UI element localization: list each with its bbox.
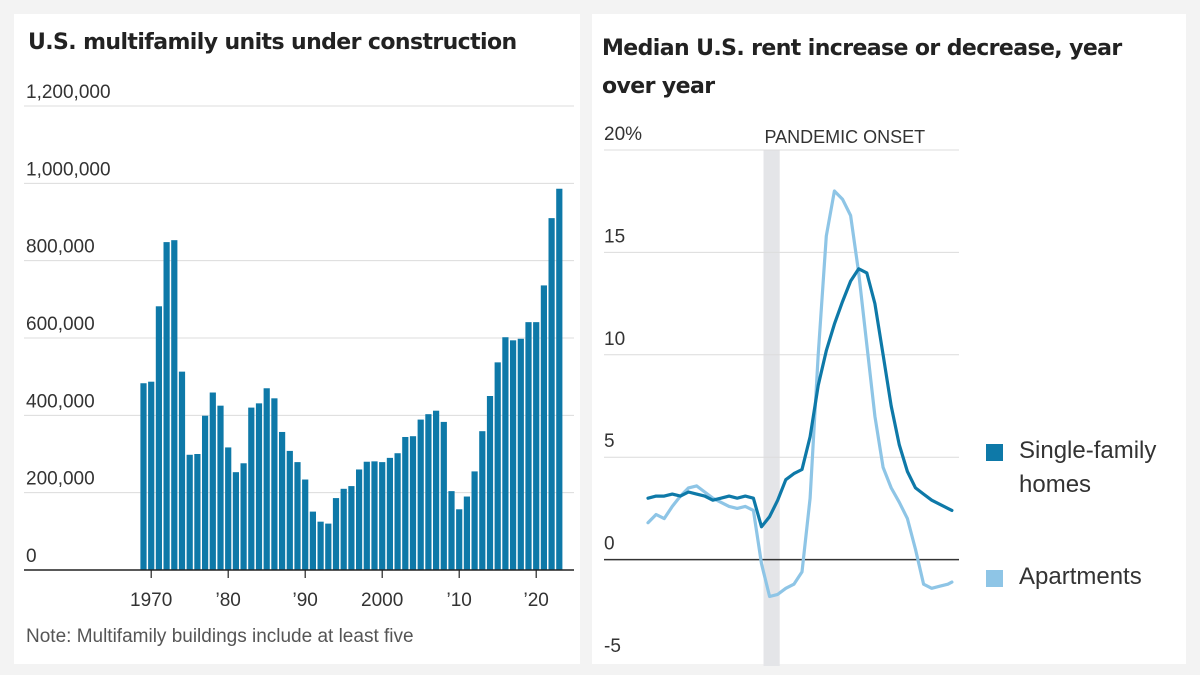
- bar: [402, 436, 409, 570]
- y-tick-label: -5: [604, 636, 621, 657]
- bar: [317, 521, 324, 570]
- y-tick-label: 1,000,000: [26, 159, 111, 180]
- bar: [340, 488, 347, 570]
- bar: [302, 479, 309, 570]
- y-tick-label: 200,000: [26, 469, 95, 490]
- bar: [155, 306, 162, 570]
- bar: [510, 340, 517, 570]
- y-tick-label: 600,000: [26, 314, 95, 335]
- chart-note: Note: Multifamily buildings include at l…: [26, 626, 414, 647]
- bar: [286, 450, 293, 570]
- bar: [448, 491, 455, 570]
- bar: [248, 407, 255, 570]
- bar: [348, 486, 355, 570]
- bar: [479, 431, 486, 570]
- bar: [240, 463, 247, 570]
- pandemic-shading: [763, 150, 780, 666]
- bar: [178, 371, 186, 570]
- bar: [409, 436, 417, 570]
- bar: [194, 454, 201, 570]
- bar-chart: 0 200,000 400,000 600,000 800,000 1,000,000 1,…: [24, 82, 574, 611]
- line-chart: PANDEMIC ONSET -5 0 5 10 15 20%: [604, 124, 959, 666]
- y-tick-label: 800,000: [26, 237, 95, 258]
- bar: [332, 498, 340, 570]
- bar: [363, 461, 370, 570]
- bar: [371, 461, 378, 570]
- y-tick-label: 20%: [604, 124, 642, 145]
- bar: [356, 469, 363, 570]
- bar: [525, 322, 532, 570]
- left-chart-panel: U.S. multifamily units under constructio…: [14, 14, 580, 664]
- legend-label-apartments: Apartments: [1019, 563, 1142, 590]
- bar: [325, 523, 332, 570]
- single-family-line: [646, 267, 954, 529]
- y-tick-label: 400,000: [26, 391, 95, 412]
- x-tick-label: ’10: [447, 590, 472, 611]
- bar: [540, 285, 547, 570]
- bar: [186, 454, 193, 570]
- pandemic-label: PANDEMIC ONSET: [765, 127, 926, 147]
- bar: [433, 410, 440, 570]
- y-tick-label: 0: [604, 534, 615, 555]
- bar: [425, 414, 432, 570]
- bar: [548, 218, 555, 570]
- bar: [494, 362, 501, 570]
- bar: [232, 472, 239, 570]
- y-tick-label: 15: [604, 226, 625, 247]
- bar: [148, 381, 155, 570]
- bar: [463, 496, 470, 570]
- bar: [533, 322, 540, 570]
- bar: [217, 405, 224, 570]
- right-chart-panel: Median U.S. rent increase or decrease, y…: [592, 14, 1186, 666]
- bar: [140, 383, 147, 570]
- bar: [279, 431, 286, 570]
- x-tick-label: ’20: [524, 590, 549, 611]
- bar: [471, 471, 478, 570]
- x-tick-label: ’80: [216, 590, 241, 611]
- bar: [486, 396, 494, 570]
- bar: [309, 511, 316, 570]
- legend-swatch-apartments: [986, 570, 1003, 587]
- bar: [440, 421, 447, 570]
- bar: [417, 419, 424, 570]
- bar: [386, 457, 393, 570]
- y-tick-label: 0: [26, 546, 37, 567]
- x-tick-label: 1970: [130, 590, 172, 611]
- bar: [379, 462, 386, 570]
- legend-swatch-single-family: [986, 444, 1003, 461]
- bar: [255, 403, 263, 570]
- legend-label-single-family: Single-family homes: [1019, 437, 1157, 498]
- y-tick-label: 1,200,000: [26, 82, 111, 103]
- bar: [294, 462, 301, 570]
- bar: [202, 415, 209, 570]
- bar: [171, 240, 178, 570]
- right-chart-title: Median U.S. rent increase or decrease, y…: [602, 36, 1122, 99]
- bar: [394, 453, 401, 570]
- bar: [271, 398, 278, 570]
- left-chart-title: U.S. multifamily units under constructio…: [28, 30, 517, 55]
- y-tick-label: 5: [604, 431, 615, 452]
- bar: [225, 447, 232, 570]
- apartments-line: [646, 189, 954, 599]
- bar: [209, 392, 216, 570]
- y-tick-label: 10: [604, 329, 625, 350]
- bar: [163, 242, 170, 570]
- x-tick-label: 2000: [361, 590, 403, 611]
- x-tick-label: ’90: [293, 590, 318, 611]
- bar: [502, 337, 509, 570]
- bar: [263, 388, 270, 570]
- bar: [517, 338, 524, 570]
- bar: [456, 509, 463, 570]
- bar: [556, 188, 563, 570]
